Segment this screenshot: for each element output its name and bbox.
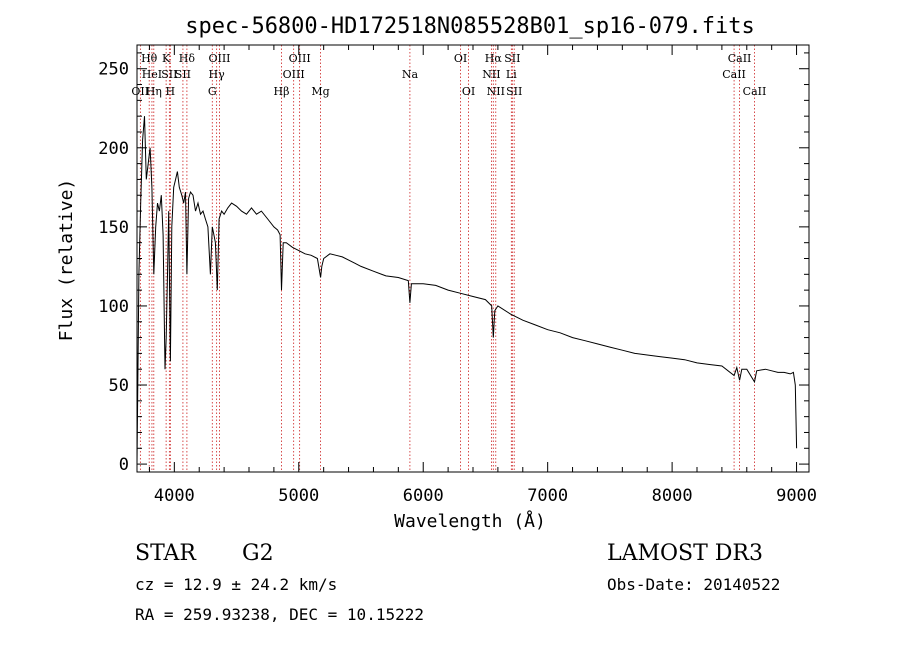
coordinates-text: RA = 259.93238, DEC = 10.15222 <box>135 605 424 624</box>
line-label: SII <box>161 68 177 81</box>
line-label: OIII <box>289 52 311 65</box>
y-tick-label: 100 <box>98 297 129 317</box>
line-label: CaII <box>722 68 746 81</box>
line-label: OI <box>462 85 475 98</box>
x-axis-ticks: 4000 5000 6000 7000 8000 9000 <box>148 45 817 506</box>
line-label: HeI <box>142 68 162 81</box>
line-label: SII <box>504 52 520 65</box>
line-label: NII <box>482 68 500 81</box>
y-tick-label: 50 <box>109 376 129 396</box>
x-tick-label: 8000 <box>652 486 693 506</box>
line-label: SII <box>175 68 191 81</box>
line-label: Li <box>506 68 517 81</box>
line-label: G <box>208 85 217 98</box>
line-label: OIII <box>283 68 305 81</box>
line-label: Hα <box>485 52 503 65</box>
line-label: Hθ <box>141 52 158 65</box>
y-tick-label: 150 <box>98 218 129 238</box>
line-label: H <box>166 85 176 98</box>
emission-line-markers <box>139 45 755 472</box>
redshift-text: cz = 12.9 ± 24.2 km/s <box>135 575 337 594</box>
object-class: STAR <box>135 541 197 566</box>
chart-title: spec-56800-HD172518N085528B01_sp16-079.f… <box>185 14 755 39</box>
line-label: Mg <box>311 85 329 98</box>
y-tick-label: 250 <box>98 60 129 80</box>
x-axis-label: Wavelength (Å) <box>394 510 546 532</box>
line-label: Hγ <box>209 68 226 81</box>
line-label: SII <box>506 85 522 98</box>
x-tick-label: 5000 <box>278 486 319 506</box>
x-tick-label: 9000 <box>776 486 817 506</box>
line-label: Hδ <box>179 52 196 65</box>
y-axis-label: Flux (relative) <box>56 179 77 342</box>
y-axis-ticks: 0 50 100 150 200 250 <box>98 52 809 475</box>
y-tick-label: 0 <box>119 455 129 475</box>
object-subclass: G2 <box>242 541 274 566</box>
line-label: CaII <box>728 52 752 65</box>
line-label: CaII <box>743 85 767 98</box>
x-tick-label: 6000 <box>403 486 444 506</box>
line-label: Hβ <box>274 85 290 98</box>
line-label: Hη <box>146 85 162 98</box>
line-label: Na <box>402 68 419 81</box>
x-tick-label: 4000 <box>154 486 195 506</box>
line-label: OI <box>454 52 467 65</box>
x-tick-label: 7000 <box>527 486 568 506</box>
spectrum-line <box>136 116 798 465</box>
y-tick-label: 200 <box>98 139 129 159</box>
survey-name: LAMOST DR3 <box>607 541 763 566</box>
line-label: NII <box>487 85 505 98</box>
line-label: OΙΙ <box>131 85 149 98</box>
line-label: K <box>162 52 171 65</box>
line-label: OIII <box>208 52 230 65</box>
obs-date: Obs-Date: 20140522 <box>607 575 780 594</box>
